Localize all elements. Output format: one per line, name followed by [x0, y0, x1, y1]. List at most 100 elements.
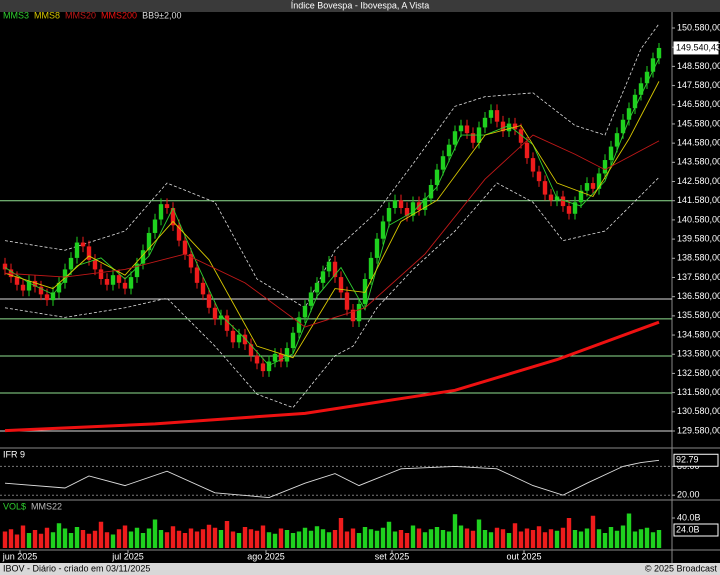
volume-bar	[290, 533, 296, 548]
volume-bar	[632, 531, 638, 548]
candle-body	[254, 355, 260, 364]
candle-body	[272, 353, 278, 362]
volume-bar	[26, 533, 32, 548]
candle-body	[506, 123, 512, 132]
volume-bar	[656, 530, 662, 548]
candle-body	[194, 267, 200, 283]
volume-bar	[68, 533, 74, 548]
volume-bar	[410, 525, 416, 548]
candle-body	[242, 334, 248, 345]
candle-body	[596, 173, 602, 189]
volume-bar	[428, 529, 434, 548]
legend-item: MMS200	[101, 10, 137, 20]
volume-bar	[566, 518, 572, 548]
volume-bar	[374, 530, 380, 548]
candle-body	[188, 254, 194, 268]
x-tick-label: out 2025	[506, 551, 541, 561]
candle-body	[92, 259, 98, 270]
volume-bar	[578, 531, 584, 548]
candle-body	[2, 263, 8, 270]
volume-bar	[182, 533, 188, 548]
candle-body	[332, 261, 338, 278]
volume-bar	[8, 529, 14, 548]
volume-bar	[278, 528, 284, 548]
candle-body	[116, 275, 122, 283]
last-value-box	[673, 453, 719, 467]
candle-body	[158, 204, 164, 220]
candle-body	[128, 277, 134, 289]
candle-body	[218, 315, 224, 320]
panel-subtitle: MMS22	[31, 501, 62, 511]
volume-bar	[272, 533, 278, 548]
volume-bar	[440, 530, 446, 548]
y-tick-label: 141.580,00	[677, 195, 720, 205]
volume-bar	[614, 530, 620, 548]
volume-bar	[464, 528, 470, 548]
legend-item: BB9±2,00	[142, 10, 181, 20]
volume-bar	[524, 528, 530, 548]
volume-bar	[338, 518, 344, 548]
volume-bar	[194, 531, 200, 548]
candle-body	[632, 94, 638, 109]
volume-bar	[356, 533, 362, 548]
candle-body	[524, 142, 530, 159]
candle-body	[74, 242, 80, 258]
volume-bar	[212, 527, 218, 548]
candle-body	[638, 83, 644, 95]
candle-body	[320, 271, 326, 283]
x-tick-label: jun 2025	[2, 551, 38, 561]
candle-body	[20, 284, 26, 291]
volume-bar	[476, 519, 482, 548]
y-tick-label: 131.580,00	[677, 387, 720, 397]
volume-bar	[344, 531, 350, 548]
volume-bar	[422, 532, 428, 548]
footer-bar	[0, 563, 720, 575]
candle-body	[518, 129, 524, 143]
moving-average	[4, 134, 660, 328]
candle-body	[428, 184, 434, 199]
panel-title: IFR 9	[3, 449, 25, 459]
volume-bar	[554, 530, 560, 548]
last-value-box	[673, 523, 719, 537]
candle-body	[98, 269, 104, 280]
candle-body	[38, 286, 44, 295]
y-tick-label: 40.0B	[677, 512, 701, 522]
x-tick-label: set 2025	[375, 551, 410, 561]
volume-bar	[44, 527, 50, 548]
bollinger-band	[4, 23, 660, 309]
y-tick-label: 150.580,00	[677, 22, 720, 32]
candle-body	[566, 206, 572, 214]
candle-body	[308, 292, 314, 306]
candle-body	[326, 261, 332, 272]
candle-body	[602, 160, 608, 174]
candle-body	[104, 279, 110, 285]
volume-bar	[506, 533, 512, 548]
volume-bar	[572, 530, 578, 548]
volume-bar	[644, 527, 650, 548]
volume-bar	[152, 519, 158, 548]
candle-body	[548, 194, 554, 201]
bollinger-band	[4, 177, 660, 409]
volume-bar	[350, 528, 356, 548]
volume-bar	[230, 531, 236, 548]
volume-bar	[200, 529, 206, 548]
candle-body	[380, 221, 386, 239]
candle-body	[404, 208, 410, 216]
volume-bar	[392, 531, 398, 548]
volume-bar	[470, 530, 476, 548]
volume-bar	[650, 532, 656, 548]
y-tick-label: 135.580,00	[677, 310, 720, 320]
candle-body	[434, 169, 440, 185]
volume-bar	[140, 533, 146, 548]
candle-body	[296, 317, 302, 333]
y-tick-label: 132.580,00	[677, 368, 720, 378]
volume-bar	[50, 532, 56, 548]
volume-bar	[518, 531, 524, 548]
candle-body	[80, 242, 86, 247]
volume-bar	[596, 529, 602, 548]
candle-body	[230, 330, 236, 343]
volume-bar	[638, 529, 644, 548]
candle-body	[410, 202, 416, 216]
volume-bar	[626, 513, 632, 548]
y-tick-label: 137.580,00	[677, 272, 720, 282]
